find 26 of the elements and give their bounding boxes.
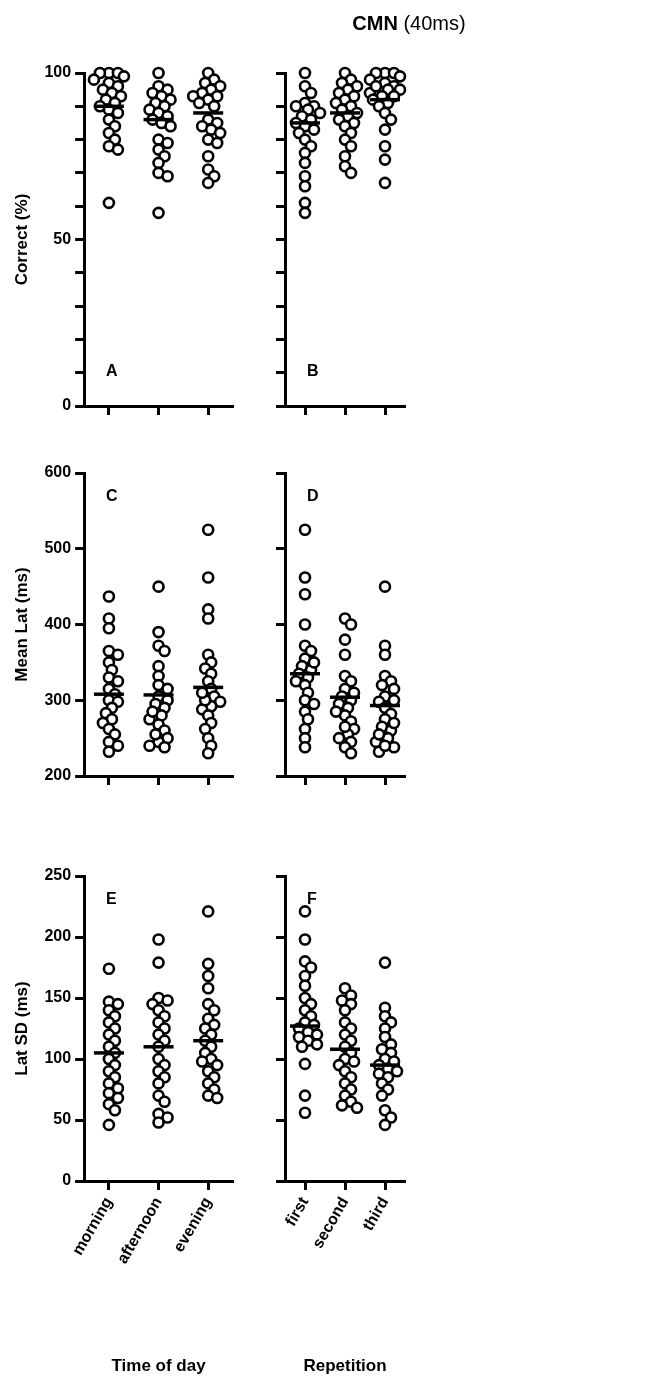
y-tick-label: 50 (53, 229, 72, 247)
x-axis-title: Repetition (303, 1356, 387, 1376)
y-tick-label: 300 (44, 690, 72, 708)
y-tick-label: 100 (44, 63, 72, 81)
annotation: E (106, 890, 118, 907)
y-tick-label: 400 (44, 614, 72, 632)
y-tick-label: 250 (44, 866, 72, 884)
annotation: D (307, 487, 319, 504)
y-tick-label: 150 (44, 988, 72, 1006)
annotation: A (106, 362, 119, 379)
y-tick-label: 200 (44, 766, 72, 784)
y-tick-label: 600 (44, 463, 72, 481)
y-axis-title: Lat SD (ms) (11, 981, 31, 1076)
y-axis-title: Mean Lat (ms) (11, 567, 31, 682)
y-axis-title: Correct (%) (11, 193, 31, 286)
y-tick-label: 500 (44, 539, 72, 557)
y-tick-label: 200 (44, 927, 72, 945)
annotation: F (307, 890, 317, 907)
chart-title: CMN (40ms) (352, 11, 466, 34)
y-tick-label: 50 (53, 1110, 72, 1128)
annotation: C (106, 487, 119, 504)
y-tick-label: 100 (44, 1049, 72, 1067)
x-axis-title: Time of day (111, 1356, 207, 1376)
y-tick-label: 0 (62, 396, 72, 414)
y-tick-label: 0 (62, 1171, 72, 1189)
annotation: B (307, 362, 319, 379)
